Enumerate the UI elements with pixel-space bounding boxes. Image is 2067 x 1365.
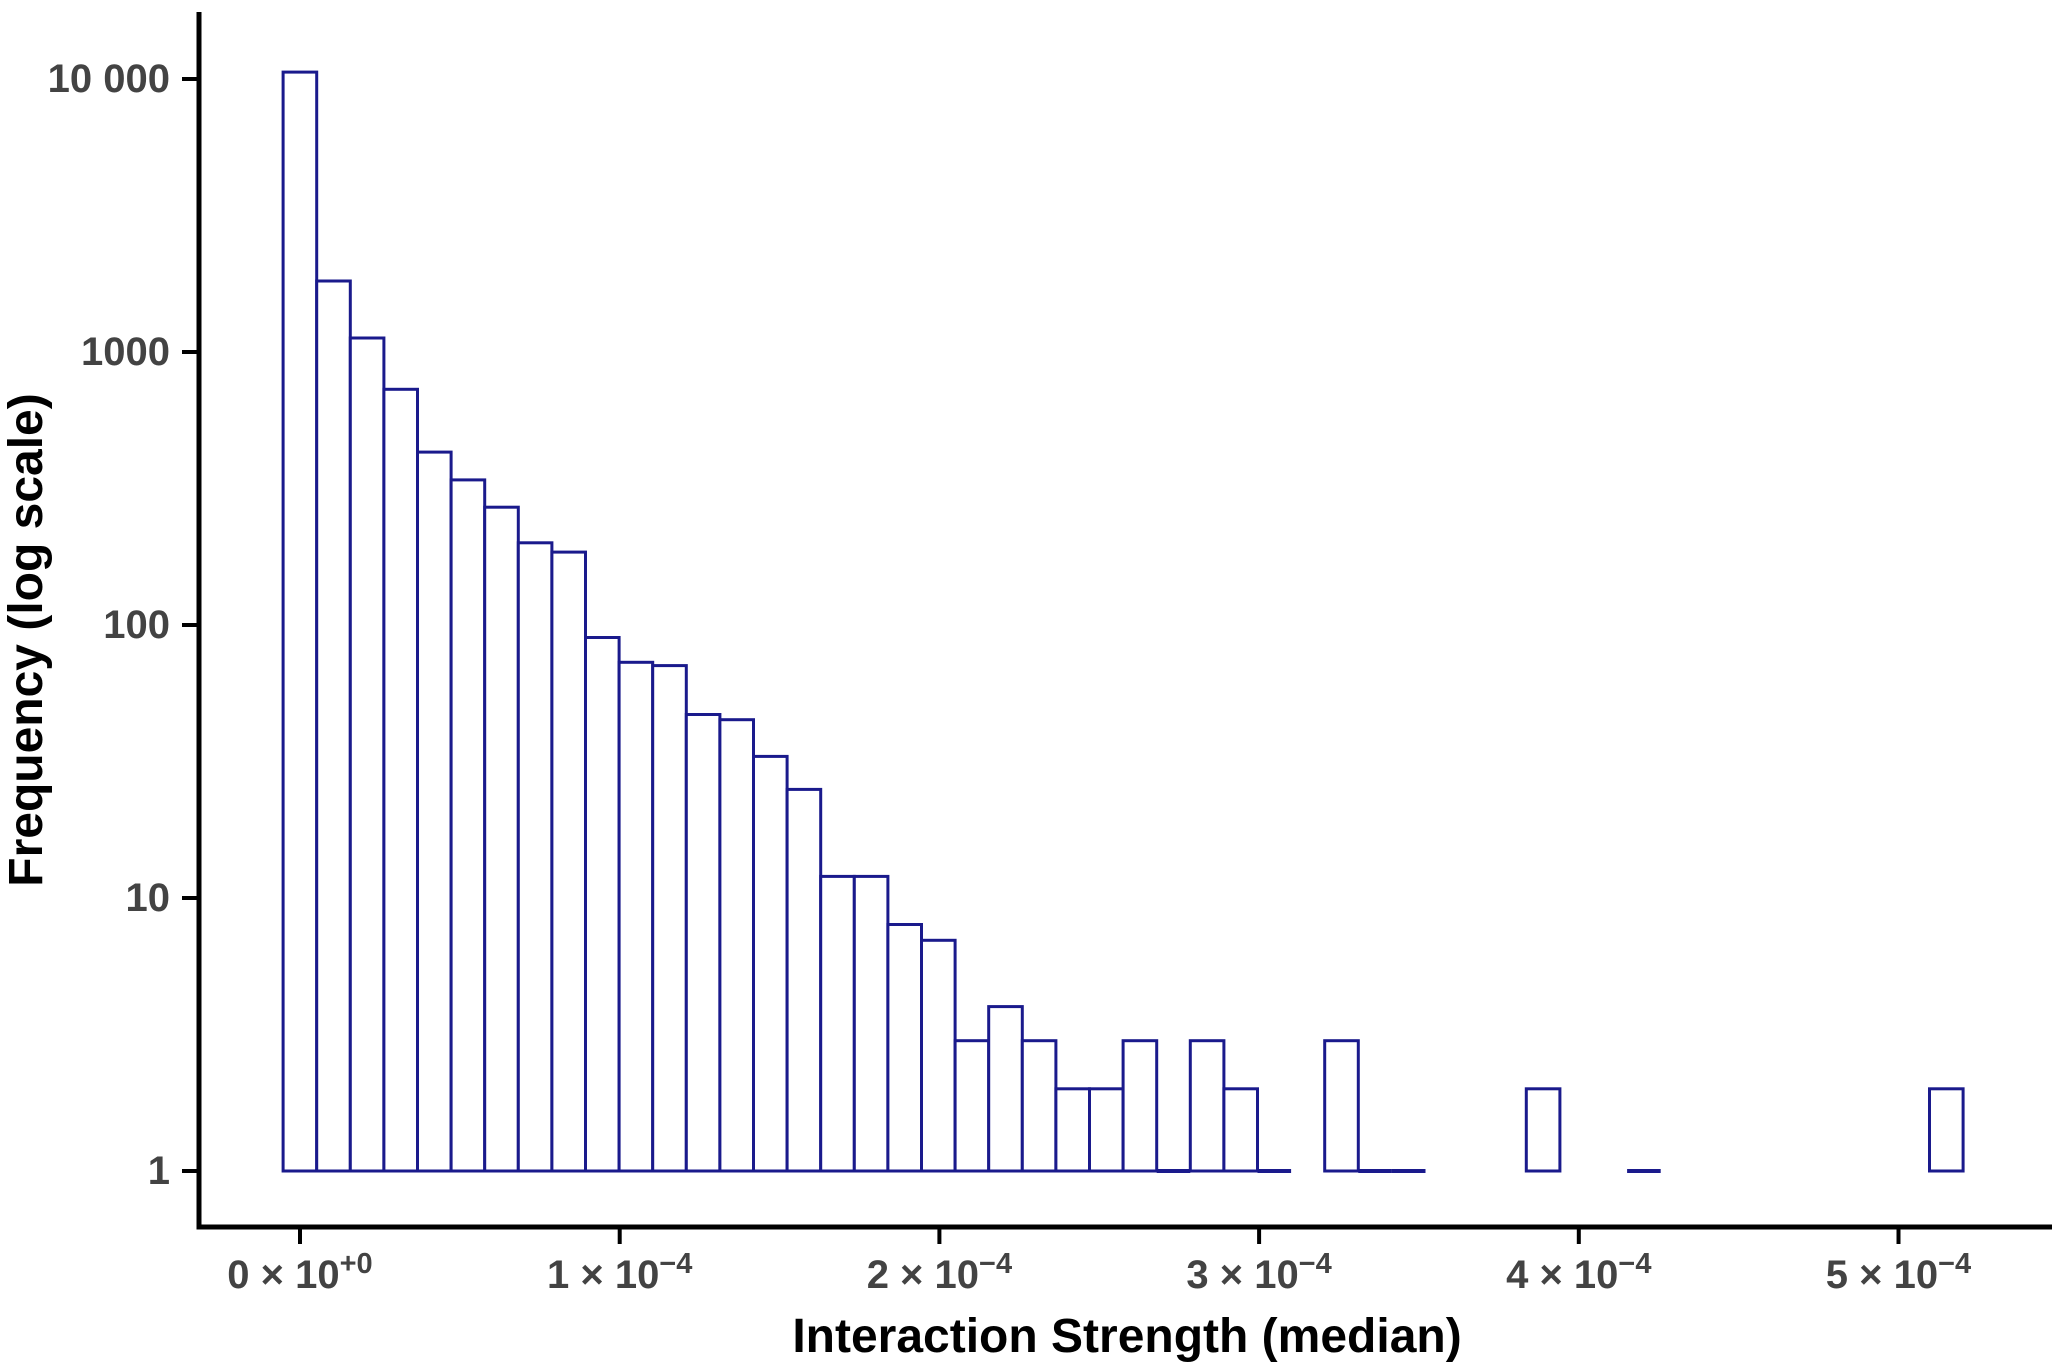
histogram-bar bbox=[953, 1039, 991, 1173]
histogram-bar bbox=[1054, 1087, 1092, 1173]
histogram-bar bbox=[584, 636, 621, 1173]
x-tick-label: 3 × 10−4 bbox=[1186, 1248, 1331, 1297]
histogram-bar bbox=[281, 70, 319, 1173]
histogram-bar bbox=[1188, 1039, 1226, 1173]
histogram-bar bbox=[516, 541, 554, 1173]
histogram-bar bbox=[1088, 1087, 1125, 1173]
histogram-bar bbox=[987, 1005, 1024, 1173]
histogram-bar bbox=[1222, 1087, 1260, 1173]
x-axis-title: Interaction Strength (median) bbox=[792, 1310, 1461, 1363]
x-tick-label: 1 × 10−4 bbox=[547, 1248, 692, 1297]
histogram-bar bbox=[785, 787, 823, 1173]
histogram-bar bbox=[416, 450, 453, 1173]
histogram-bar bbox=[449, 478, 487, 1173]
histogram-bar bbox=[617, 660, 655, 1173]
histogram-bar bbox=[718, 718, 756, 1173]
tick-labels-layer: 0 × 10+0 1 × 10−4 2 × 10−4 3 × 10−4 4 × 10−4… bbox=[48, 57, 1972, 1297]
y-tick-label: 1000 bbox=[81, 330, 170, 374]
histogram-bar bbox=[651, 664, 688, 1173]
histogram-bar bbox=[1524, 1087, 1562, 1173]
histogram-bar bbox=[1020, 1039, 1058, 1173]
histogram-bar bbox=[483, 505, 520, 1173]
histogram-bar bbox=[684, 713, 722, 1173]
histogram-bar bbox=[886, 923, 924, 1173]
histogram-bar bbox=[550, 550, 588, 1173]
y-tick-label: 1 bbox=[148, 1149, 170, 1193]
histogram-bar bbox=[752, 754, 789, 1173]
histogram-bar bbox=[852, 874, 890, 1173]
y-tick-label: 10 bbox=[126, 876, 171, 920]
histogram-bar bbox=[382, 387, 419, 1173]
histogram-bar bbox=[315, 279, 352, 1173]
x-tick-label: 2 × 10−4 bbox=[867, 1248, 1012, 1297]
axes-layer bbox=[182, 12, 2052, 1244]
histogram-bar bbox=[920, 938, 957, 1173]
histogram-bar bbox=[819, 874, 856, 1173]
y-tick-label: 100 bbox=[103, 603, 170, 647]
x-tick-label: 0 × 10+0 bbox=[227, 1248, 372, 1297]
histogram-bar bbox=[1121, 1039, 1159, 1173]
x-tick-label: 5 × 10−4 bbox=[1826, 1248, 1971, 1297]
y-axis-title: Frequency (log scale) bbox=[0, 393, 53, 886]
histogram-bar bbox=[1928, 1087, 1965, 1173]
x-tick-label: 4 × 10−4 bbox=[1506, 1248, 1651, 1297]
histogram-bar bbox=[1323, 1039, 1360, 1173]
histogram-bars-layer bbox=[281, 70, 1965, 1173]
y-tick-label: 10 000 bbox=[48, 57, 170, 101]
histogram-bar bbox=[348, 336, 386, 1173]
